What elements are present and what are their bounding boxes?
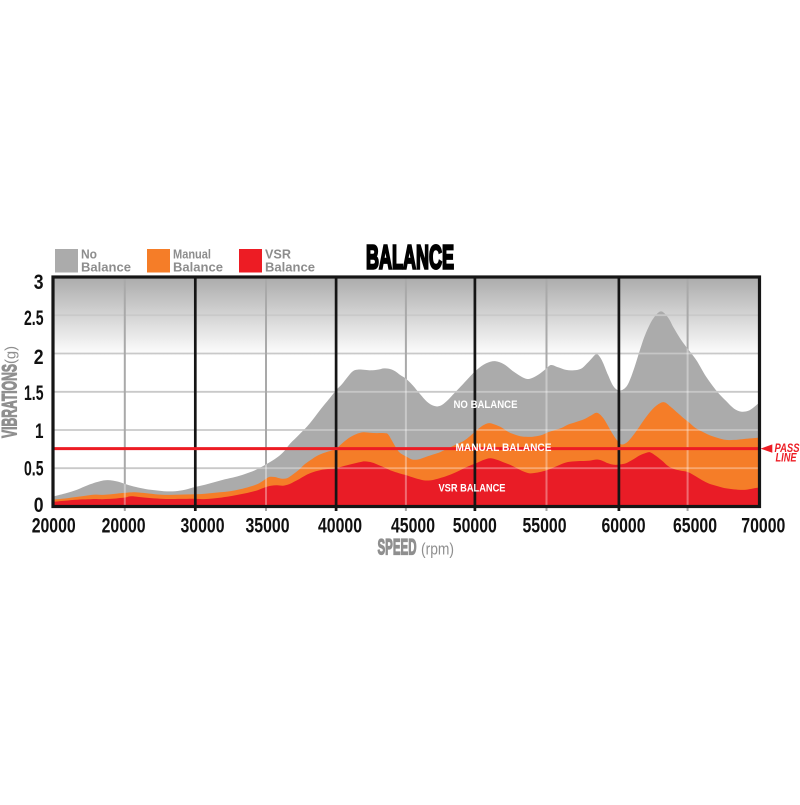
svg-text:65000: 65000 xyxy=(673,515,717,538)
svg-text:(rpm): (rpm) xyxy=(421,540,454,559)
svg-text:0.5: 0.5 xyxy=(24,457,44,480)
svg-text:45000: 45000 xyxy=(391,515,435,538)
svg-text:SPEED: SPEED xyxy=(378,535,417,560)
svg-text:50000: 50000 xyxy=(453,515,497,538)
svg-text:35000: 35000 xyxy=(246,515,290,538)
svg-text:MANUAL BALANCE: MANUAL BALANCE xyxy=(456,442,552,454)
svg-text:(g): (g) xyxy=(4,346,20,364)
svg-text:BALANCE: BALANCE xyxy=(366,239,454,276)
svg-text:LINE: LINE xyxy=(776,452,797,464)
svg-text:NO BALANCE: NO BALANCE xyxy=(454,399,518,411)
svg-text:No: No xyxy=(81,248,97,262)
svg-text:2.5: 2.5 xyxy=(24,307,44,330)
svg-text:0: 0 xyxy=(34,494,44,517)
svg-text:20000: 20000 xyxy=(102,515,146,538)
svg-text:VSR: VSR xyxy=(265,248,291,262)
svg-text:VIBRATIONS: VIBRATIONS xyxy=(0,364,22,438)
svg-text:Balance: Balance xyxy=(81,261,131,275)
svg-text:20000: 20000 xyxy=(32,515,76,538)
svg-text:2: 2 xyxy=(34,346,44,369)
svg-text:Balance: Balance xyxy=(265,261,315,275)
svg-text:Balance: Balance xyxy=(173,261,223,275)
svg-text:1.5: 1.5 xyxy=(24,382,44,405)
svg-text:30000: 30000 xyxy=(181,515,225,538)
svg-text:3: 3 xyxy=(34,271,44,294)
svg-text:VSR BALANCE: VSR BALANCE xyxy=(439,483,506,495)
svg-text:60000: 60000 xyxy=(602,515,646,538)
svg-text:40000: 40000 xyxy=(318,515,362,538)
svg-text:1: 1 xyxy=(35,420,44,443)
svg-text:Manual: Manual xyxy=(173,248,211,262)
svg-text:70000: 70000 xyxy=(741,515,785,538)
svg-text:55000: 55000 xyxy=(523,515,567,538)
svg-text:PASS: PASS xyxy=(775,443,800,455)
